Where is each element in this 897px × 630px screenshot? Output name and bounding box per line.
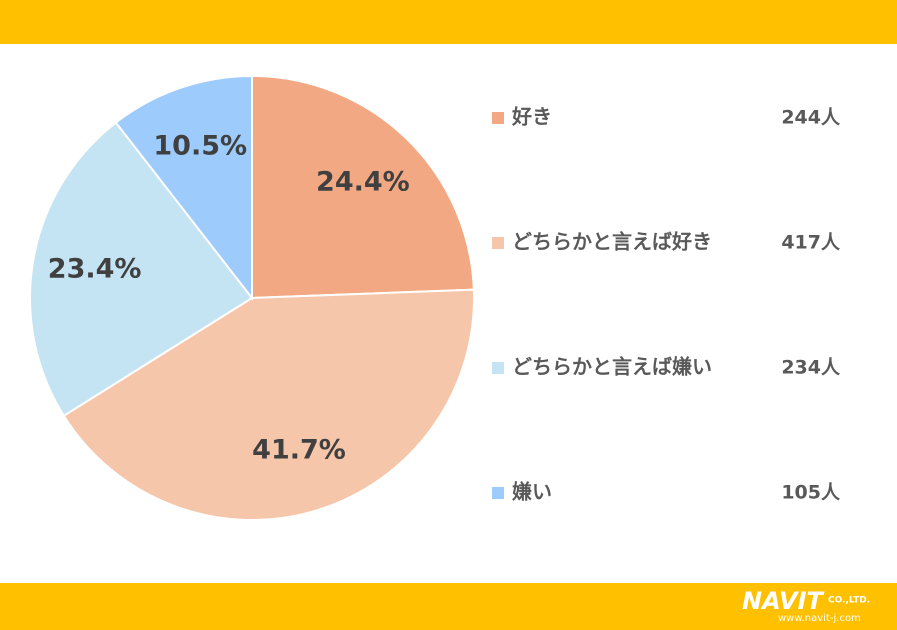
data-label: 23.4% [48,254,142,285]
count-label: 105人 [781,482,841,504]
legend-label: 嫌い [512,480,552,504]
logo-company: CO.,LTD. [828,596,870,606]
legend-swatch [492,112,504,124]
count-label: 417人 [781,232,841,254]
bottom-bar [0,583,897,630]
data-label: 24.4% [316,166,410,197]
count-label: 244人 [781,107,841,129]
legend-label: どちらかと言えば好き [512,230,712,254]
legend-swatch [492,362,504,374]
pie-slice [62,288,475,521]
legend-swatch [492,487,504,499]
pie-slice [251,74,475,300]
count-label: 234人 [781,357,841,379]
logo-brand: NAVIT [742,587,825,615]
pie-slice [114,74,253,301]
logo-url: www.navit-j.com [778,613,861,624]
legend-swatch [492,237,504,249]
pie-slice [29,121,254,418]
top-bar [0,0,897,44]
legend-label: どちらかと言えば嫌い [512,355,712,379]
data-label: 10.5% [153,130,247,161]
legend-label: 好き [511,105,552,129]
data-label: 41.7% [252,434,346,465]
